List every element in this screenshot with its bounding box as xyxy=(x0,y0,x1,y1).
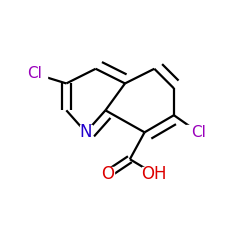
Text: O: O xyxy=(102,165,114,183)
Bar xyxy=(142,167,167,181)
Bar xyxy=(22,67,47,80)
Bar xyxy=(102,167,114,181)
Text: Cl: Cl xyxy=(27,66,42,81)
Bar xyxy=(186,126,210,139)
Bar xyxy=(80,126,92,139)
Text: OH: OH xyxy=(142,165,167,183)
Text: Cl: Cl xyxy=(191,125,206,140)
Text: N: N xyxy=(80,123,92,141)
